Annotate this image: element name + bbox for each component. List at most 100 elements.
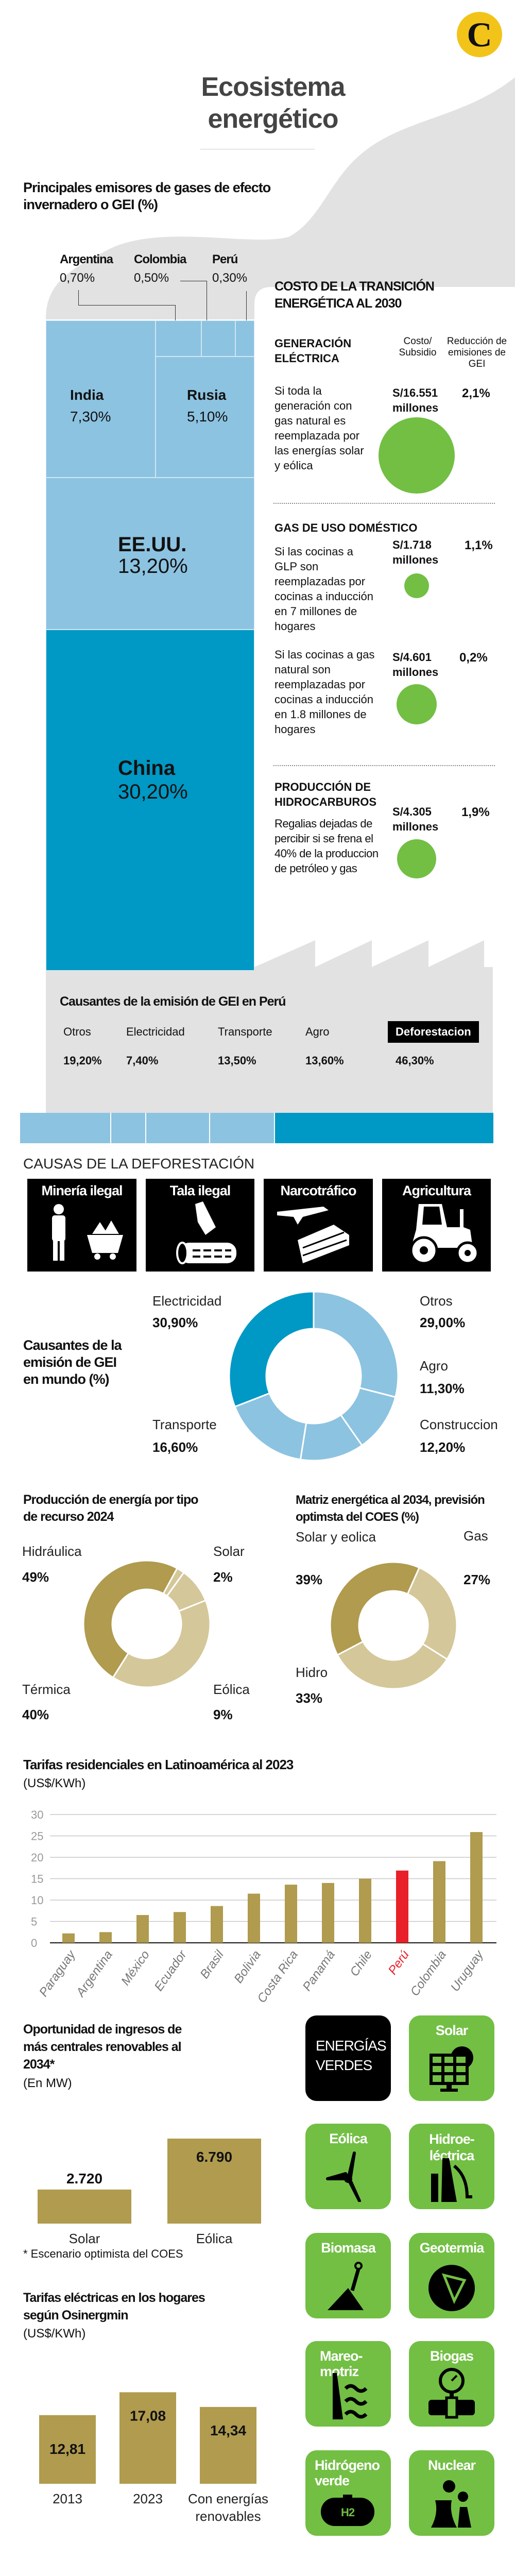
slice-pct: 27% xyxy=(464,1572,490,1587)
production-donut-chart: Solar 2% Eólica 9% Térmica 40% Hidráulica 49% xyxy=(22,1544,250,1722)
osinergmin-bar-chart: 12,81 2013 17,08 2023 14,34 Con energías renov… xyxy=(39,2392,268,2524)
cost-bubble xyxy=(379,417,455,494)
section-title: GAS DE USO DOMÉSTICO xyxy=(274,521,418,534)
tidal-icon xyxy=(333,2373,368,2419)
tile-hidrogeno: Hidrógeno verde H2 xyxy=(305,2450,391,2536)
cause-mineria: Minería ilegal xyxy=(27,1179,136,1272)
mw-bar-chart: 2.720 Solar 6.790 Eólica xyxy=(38,2139,261,2246)
cause-pct: 7,40% xyxy=(126,1054,159,1067)
row-description: Regalias dejadas de percibir si se frena… xyxy=(274,817,379,875)
slice-label: Hidro xyxy=(296,1665,328,1680)
row-reduction: 0,2% xyxy=(459,651,488,665)
slice-pct: 40% xyxy=(22,1707,49,1722)
slice-pct: 2% xyxy=(213,1569,233,1585)
treemap-cell-china: China 30,20% xyxy=(46,630,254,971)
cost-bubble xyxy=(397,839,436,878)
bar-Brasil xyxy=(211,1906,223,1943)
y-tick-label: 5 xyxy=(31,1916,37,1928)
solar-panel-icon xyxy=(430,2046,473,2092)
row-description: Si las cocinas a gas natural son reempla… xyxy=(274,648,375,736)
peru-causes-title: Causantes de la emisión de GEI en Perú xyxy=(60,994,286,1009)
production-title: Producción de energía por tipo de recurs… xyxy=(23,1493,198,1524)
logo: C xyxy=(457,12,502,57)
slice-pct: 29,00% xyxy=(420,1315,465,1330)
bar-Chile xyxy=(359,1878,371,1943)
tile-biogas: Biogas xyxy=(409,2341,494,2427)
bar-Ecuador xyxy=(174,1912,186,1943)
wind-turbine-icon xyxy=(326,2151,361,2202)
emitter-label-colombia: Colombia 0,50% xyxy=(134,252,186,285)
x-tick-label: Uruguay xyxy=(448,1947,487,1994)
miner-icon xyxy=(52,1204,123,1261)
donut-slice-2 xyxy=(329,1561,421,1656)
slice-label: Agro xyxy=(420,1358,448,1374)
bar-Uruguay xyxy=(470,1832,483,1943)
tile-nuclear: Nuclear xyxy=(409,2450,494,2536)
latam-chart-unit: (US$/KWh) xyxy=(23,1776,86,1790)
transition-title: COSTO DE LA TRANSICIÓN ENERGÉTICA AL 2030 xyxy=(274,279,435,311)
bar-value-label: 2.720 xyxy=(66,2171,102,2187)
cause-tala: Tala ilegal xyxy=(146,1179,254,1272)
tractor-icon xyxy=(409,1204,479,1265)
tile-biomasa: Biomasa xyxy=(305,2233,391,2318)
bar-1 xyxy=(167,2139,261,2224)
x-tick-label: Colombia xyxy=(408,1948,449,1999)
world-causes-title: Causantes de la emisión de GEI en mundo … xyxy=(23,1337,122,1387)
slice-pct: 39% xyxy=(296,1572,322,1587)
slice-label: Eólica xyxy=(213,1682,250,1697)
bar-Bolivia xyxy=(248,1893,260,1943)
cause-name: Transporte xyxy=(218,1025,272,1038)
slice-pct: 9% xyxy=(213,1707,233,1722)
emitters-title: Principales emisores de gases de efecto i… xyxy=(23,180,271,212)
y-tick-label: 30 xyxy=(31,1808,43,1821)
slice-label: Solar xyxy=(213,1544,245,1559)
plane-packages-icon xyxy=(277,1207,349,1263)
row-reduction: 1,1% xyxy=(465,538,493,552)
bar-Perú xyxy=(396,1870,408,1943)
peru-cause-label: Otros 19,20% xyxy=(63,1025,102,1067)
hydrogen-tank-icon: H2 xyxy=(321,2495,374,2526)
bar-value-label: 12,81 xyxy=(49,2441,85,2457)
x-label: renovables xyxy=(195,2509,261,2524)
treemap-cell-argentina xyxy=(156,320,201,357)
treemap-cell-eeuu: EE.UU. 13,20% xyxy=(46,478,254,630)
row-cost: S/4.601 millones xyxy=(392,651,439,679)
connector xyxy=(78,305,175,306)
slice-label: Gas xyxy=(464,1530,488,1544)
y-tick-label: 15 xyxy=(31,1873,43,1886)
bar-Argentina xyxy=(99,1932,112,1943)
row-description: Si toda la generación con gas natural es… xyxy=(274,384,364,472)
peru-cause-label: Agro 13,60% xyxy=(305,1025,344,1067)
treemap-cell-rusia: Rusia 5,10% xyxy=(156,357,254,478)
bar-Costa Rica xyxy=(285,1885,297,1943)
x-label: Solar xyxy=(69,2231,100,2246)
peru-bar-segment xyxy=(146,1113,211,1143)
x-label: Con energías xyxy=(188,2491,268,2506)
connector xyxy=(246,291,247,320)
x-label: 2023 xyxy=(133,2491,163,2506)
x-tick-label: Brasil xyxy=(197,1947,227,1981)
osinergmin-title: Tarifas eléctricas en los hogares según … xyxy=(23,2291,205,2323)
bar-0 xyxy=(38,2189,131,2224)
osinergmin-unit: (US$/KWh) xyxy=(23,2327,86,2341)
green-energy-header: ENERGÍAS VERDES xyxy=(305,2015,391,2101)
peru-bar-segment xyxy=(20,1113,111,1143)
donut-slice-4 xyxy=(228,1291,315,1408)
treemap-cell-india: India 7,30% xyxy=(46,320,156,478)
bar-value-label: 17,08 xyxy=(130,2408,166,2424)
cause-name: Agro xyxy=(305,1025,330,1038)
nuclear-plant-icon xyxy=(431,2480,471,2528)
slice-label: Transporte xyxy=(152,1417,217,1432)
peru-cause-label: Electricidad 7,40% xyxy=(126,1025,185,1067)
peru-cause-label: Deforestacion 46,30% xyxy=(388,1021,479,1067)
matrix-title: Matriz energética al 2034, previsión opt… xyxy=(296,1493,485,1524)
row-cost: S/4.305 millones xyxy=(392,805,439,833)
donut-slice-2 xyxy=(112,1599,211,1688)
bar-2 xyxy=(200,2406,256,2484)
column-header-cost: Costo/ Subsidio xyxy=(399,336,437,358)
world-donut-chart: Otros 29,00% Agro 11,30% Construccion 12,20% T… xyxy=(152,1291,498,1462)
bar-value-label: 14,34 xyxy=(210,2422,246,2438)
cause-name: Deforestacion xyxy=(388,1021,479,1043)
mw-chart-unit: (En MW) xyxy=(23,2076,72,2090)
row-cost: S/1.718 millones xyxy=(392,538,439,566)
